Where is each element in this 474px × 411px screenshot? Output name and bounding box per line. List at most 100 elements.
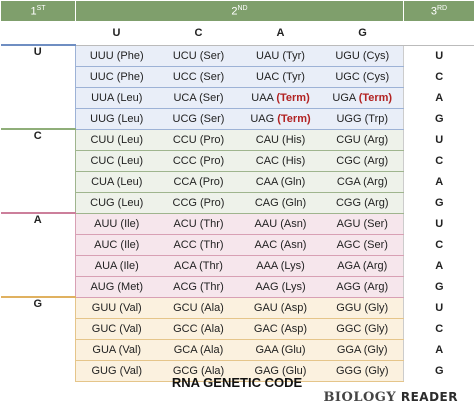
codon-cell: CCA (Pro) <box>157 170 240 193</box>
codon-cell: CGU (Arg) <box>321 128 404 151</box>
codon-cell: CCU (Pro) <box>157 128 240 151</box>
codon-text: CCG (Pro) <box>172 196 225 209</box>
codon-cell: GGC (Gly) <box>321 317 404 340</box>
codon-text: UCG (Ser) <box>172 112 225 125</box>
codon-cell: GAC (Asp) <box>239 317 322 340</box>
codon-row: GUG (Val) GCG (Ala) GAG (Glu) GGG (Gly) G <box>1 359 474 382</box>
codon-text: GUA (Val) <box>92 343 142 356</box>
codon-text: GGC (Gly) <box>336 322 389 335</box>
codon-text: UAG <box>250 112 278 125</box>
codon-text: UAU (Tyr) <box>256 49 305 62</box>
codon-row: GUC (Val) GCC (Ala) GAC (Asp) GGC (Gly) C <box>1 317 474 340</box>
codon-text: GCU (Ala) <box>173 301 224 314</box>
codon-cell: GCU (Ala) <box>157 296 240 319</box>
codon-cell: AUA (Ile) <box>75 254 158 277</box>
codon-text: ACU (Thr) <box>173 217 224 230</box>
codon-cell: UAU (Tyr) <box>239 44 322 67</box>
codon-text: CAG (Gln) <box>254 196 307 209</box>
codon-cell: CAG (Gln) <box>239 191 322 214</box>
codon-cell: UAA (Term) <box>239 86 322 109</box>
codon-row: AUA (Ile) ACA (Thr) AAA (Lys) AGA (Arg) A <box>1 254 474 277</box>
codon-cell: AUG (Met) <box>75 275 158 298</box>
codon-cell: UAC (Tyr) <box>239 65 322 88</box>
codon-row: C CUU (Leu) CCU (Pro) CAU (His) CGU (Arg) U <box>0 128 474 213</box>
codon-text: GCA (Ala) <box>173 343 224 356</box>
codon-cell: CCG (Pro) <box>157 191 240 214</box>
codon-text: GAU (Asp) <box>253 301 308 314</box>
codon-cell: CAA (Gln) <box>239 170 322 193</box>
codon-text: AAU (Asn) <box>254 217 307 230</box>
codon-text: CAA (Gln) <box>255 175 306 188</box>
third-base-label: C <box>403 66 474 87</box>
codon-cell: ACA (Thr) <box>157 254 240 277</box>
codon-row: UUA (Leu) UCA (Ser) UAA (Term) UGA (Term) A <box>1 86 474 109</box>
codon-cell: AUU (Ile) <box>75 212 158 235</box>
codon-cell: AAC (Asn) <box>239 233 322 256</box>
first-base-label: A <box>0 212 76 297</box>
codon-text: AUG (Met) <box>90 280 144 293</box>
third-base-label: U <box>403 213 474 234</box>
third-base-label: A <box>403 255 474 276</box>
codon-cell: AGG (Arg) <box>321 275 404 298</box>
genetic-code-table: 1ST 2ND 3RD U C A G U UUU (Phe) UCU (Ser) U… <box>0 0 474 382</box>
codon-text: CUU (Leu) <box>90 133 144 146</box>
first-base-label: C <box>0 128 76 213</box>
header-first-base: 1ST <box>0 0 76 22</box>
third-base-label: C <box>403 234 474 255</box>
codon-text: CCC (Pro) <box>172 154 225 167</box>
codon-text: ACG (Thr) <box>173 280 224 293</box>
stop-codon-label: (Term) <box>276 91 310 104</box>
codon-text: UAC (Tyr) <box>256 70 305 83</box>
codon-text: UCU (Ser) <box>172 49 225 62</box>
codon-cell: UUU (Phe) <box>75 44 158 67</box>
codon-text: CGA (Arg) <box>336 175 388 188</box>
codon-cell: GGU (Gly) <box>321 296 404 319</box>
codon-cell: CUC (Leu) <box>75 149 158 172</box>
codon-cell: AAU (Asn) <box>239 212 322 235</box>
first-base-label: G <box>0 296 76 381</box>
column-header: U <box>75 21 158 46</box>
codon-cell: AGA (Arg) <box>321 254 404 277</box>
codon-text: GGA (Gly) <box>336 343 388 356</box>
codon-cell: AUC (Ile) <box>75 233 158 256</box>
codon-cell: UGA (Term) <box>321 86 404 109</box>
codon-text: AAG (Lys) <box>255 280 306 293</box>
codon-text: AUU (Ile) <box>94 217 140 230</box>
header-second-base: 2ND <box>75 0 404 22</box>
codon-cell: GUU (Val) <box>75 296 158 319</box>
codon-cell: GAG (Glu) <box>239 359 322 382</box>
codon-cell: UUG (Leu) <box>75 107 158 130</box>
column-header-blank <box>0 21 76 46</box>
codon-text: AGA (Arg) <box>337 259 388 272</box>
codon-row: G GUU (Val) GCU (Ala) GAU (Asp) GGU (Gly) U <box>0 296 474 381</box>
column-header: C <box>157 21 240 46</box>
codon-text: UAA <box>251 91 277 104</box>
codon-text: GUC (Val) <box>91 322 142 335</box>
codon-cell: AGU (Ser) <box>321 212 404 235</box>
codon-text: AUC (Ile) <box>94 238 140 251</box>
third-base-label: A <box>403 171 474 192</box>
third-base-label: A <box>403 339 474 360</box>
codon-cell: ACU (Thr) <box>157 212 240 235</box>
third-base-label: G <box>403 192 474 213</box>
stop-codon-label: (Term) <box>358 91 393 104</box>
codon-cell: GAU (Asp) <box>239 296 322 319</box>
codon-cell: GGG (Gly) <box>321 359 404 382</box>
codon-cell: CGA (Arg) <box>321 170 404 193</box>
third-base-label: G <box>403 108 474 129</box>
codon-text: AAA (Lys) <box>256 259 305 272</box>
codon-text: UUC (Phe) <box>89 70 144 83</box>
codon-text: CCU (Pro) <box>172 133 225 146</box>
codon-text: UUG (Leu) <box>90 112 144 125</box>
third-base-label: U <box>403 129 474 150</box>
codon-text: GAG (Glu) <box>254 364 307 377</box>
codon-text: UGA <box>332 91 359 104</box>
codon-cell: UCG (Ser) <box>157 107 240 130</box>
column-header-blank <box>403 21 474 46</box>
codon-text: ACA (Thr) <box>174 259 223 272</box>
codon-text: AAC (Asn) <box>254 238 307 251</box>
table-caption: RNA GENETIC CODE <box>171 375 303 390</box>
codon-text: UUU (Phe) <box>89 49 144 62</box>
codon-row: A AUU (Ile) ACU (Thr) AAU (Asn) AGU (Ser) U <box>0 212 474 297</box>
codon-text: AUA (Ile) <box>94 259 139 272</box>
